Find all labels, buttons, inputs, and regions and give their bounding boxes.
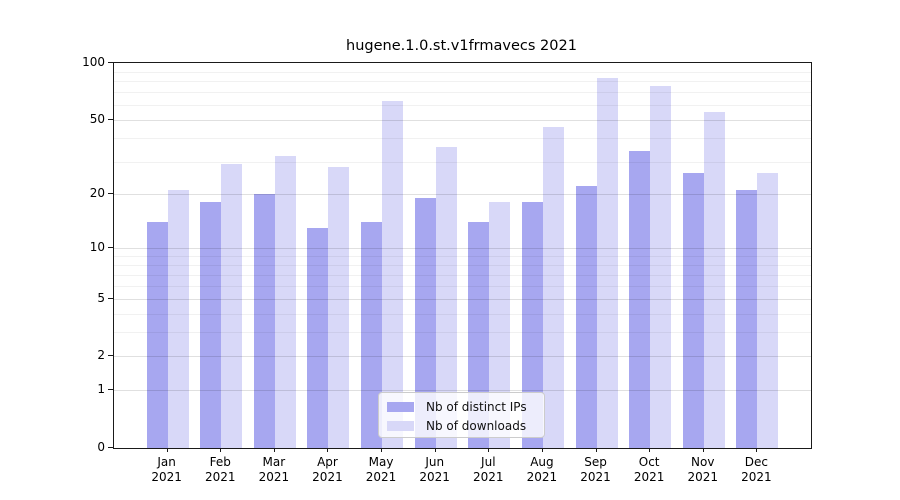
x-tick-label-jun: Jun 2021 bbox=[419, 455, 450, 484]
gridline-5 bbox=[114, 298, 811, 300]
x-tick-label-apr: Apr 2021 bbox=[312, 455, 343, 484]
bar-nb-of-downloads-may bbox=[382, 101, 404, 448]
gridline-70 bbox=[114, 92, 811, 94]
x-tick-mark-apr bbox=[327, 448, 329, 452]
bar-nb-of-distinct-ips-jul bbox=[468, 222, 490, 448]
y-tick-mark-10 bbox=[108, 246, 113, 248]
bar-nb-of-distinct-ips-apr bbox=[307, 227, 329, 448]
gridline-1 bbox=[114, 390, 811, 392]
gridline-40 bbox=[114, 138, 811, 140]
x-tick-mark-oct bbox=[649, 448, 651, 452]
bar-nb-of-downloads-dec bbox=[757, 173, 779, 448]
y-tick-label-0: 0 bbox=[97, 440, 105, 454]
y-tick-mark-1 bbox=[108, 389, 113, 391]
x-tick-label-feb: Feb 2021 bbox=[204, 455, 236, 484]
legend-label-downloads: Nb of downloads bbox=[426, 418, 527, 433]
legend: Nb of distinct IPs Nb of downloads bbox=[378, 392, 545, 438]
x-tick-label-aug: Aug 2021 bbox=[526, 455, 558, 484]
gridline-9 bbox=[114, 255, 811, 257]
y-tick-mark-100 bbox=[108, 62, 113, 63]
y-tick-mark-20 bbox=[108, 193, 113, 195]
legend-swatch-distinct-ips bbox=[387, 401, 414, 412]
x-tick-mark-jun bbox=[434, 448, 436, 452]
y-tick-mark-5 bbox=[108, 297, 113, 299]
bar-nb-of-distinct-ips-oct bbox=[629, 151, 651, 448]
legend-row-distinct-ips: Nb of distinct IPs bbox=[387, 397, 544, 416]
y-tick-label-50: 50 bbox=[89, 112, 105, 126]
x-tick-label-jul: Jul 2021 bbox=[473, 455, 504, 484]
legend-label-distinct-ips: Nb of distinct IPs bbox=[426, 399, 527, 414]
legend-swatch-downloads bbox=[387, 420, 414, 431]
x-tick-mark-nov bbox=[702, 448, 704, 452]
gridline-30 bbox=[114, 161, 811, 163]
gridline-60 bbox=[114, 105, 811, 107]
x-tick-label-oct: Oct 2021 bbox=[633, 455, 665, 484]
x-tick-label-may: May 2021 bbox=[365, 455, 397, 484]
gridline-8 bbox=[114, 264, 811, 266]
bar-nb-of-downloads-mar bbox=[274, 156, 296, 448]
gridline-80 bbox=[114, 81, 811, 83]
bar-nb-of-downloads-apr bbox=[328, 167, 350, 448]
y-tick-label-2: 2 bbox=[97, 348, 105, 363]
x-tick-mark-mar bbox=[273, 448, 275, 452]
bar-nb-of-distinct-ips-aug bbox=[521, 202, 543, 448]
plot-area: Nb of distinct IPs Nb of downloads bbox=[113, 62, 812, 449]
gridline-10 bbox=[114, 247, 811, 249]
gridline-6 bbox=[114, 285, 811, 287]
y-tick-label-20: 20 bbox=[89, 186, 105, 201]
bar-nb-of-distinct-ips-feb bbox=[200, 202, 222, 448]
bar-nb-of-downloads-oct bbox=[650, 85, 672, 448]
bar-nb-of-downloads-feb bbox=[221, 164, 243, 448]
bar-nb-of-downloads-nov bbox=[703, 112, 725, 448]
y-tick-mark-2 bbox=[108, 355, 113, 357]
bar-nb-of-downloads-jun bbox=[435, 146, 457, 448]
bar-nb-of-distinct-ips-may bbox=[361, 222, 383, 448]
x-tick-label-jan: Jan 2021 bbox=[151, 455, 182, 484]
x-tick-mark-may bbox=[381, 448, 383, 452]
bar-nb-of-distinct-ips-nov bbox=[682, 173, 704, 448]
y-tick-label-100: 100 bbox=[82, 55, 105, 69]
y-tick-mark-50 bbox=[108, 119, 113, 120]
x-tick-label-nov: Nov 2021 bbox=[687, 455, 719, 484]
x-tick-mark-jul bbox=[488, 448, 490, 452]
bar-nb-of-distinct-ips-jan bbox=[146, 222, 168, 448]
gridline-20 bbox=[114, 194, 811, 196]
gridline-7 bbox=[114, 274, 811, 276]
bar-nb-of-distinct-ips-jun bbox=[414, 198, 436, 448]
x-tick-label-dec: Dec 2021 bbox=[741, 455, 772, 484]
y-tick-label-5: 5 bbox=[97, 290, 105, 305]
y-tick-mark-0 bbox=[108, 447, 113, 448]
gridline-50 bbox=[114, 120, 811, 121]
bar-nb-of-downloads-jan bbox=[167, 190, 189, 448]
x-tick-mark-jan bbox=[166, 448, 168, 452]
gridline-4 bbox=[114, 313, 811, 315]
chart-title: hugene.1.0.st.v1frmavecs 2021 bbox=[346, 38, 577, 54]
y-tick-label-10: 10 bbox=[89, 239, 105, 254]
x-tick-mark-feb bbox=[220, 448, 222, 452]
bar-nb-of-downloads-aug bbox=[542, 126, 564, 448]
y-tick-label-1: 1 bbox=[97, 382, 105, 397]
gridline-2 bbox=[114, 356, 811, 358]
bar-nb-of-distinct-ips-sep bbox=[575, 186, 597, 448]
x-tick-mark-aug bbox=[541, 448, 543, 452]
bar-nb-of-downloads-jul bbox=[489, 202, 511, 448]
legend-row-downloads: Nb of downloads bbox=[387, 416, 544, 435]
x-tick-mark-sep bbox=[595, 448, 597, 452]
gridline-90 bbox=[114, 71, 811, 73]
x-tick-label-mar: Mar 2021 bbox=[258, 455, 290, 484]
gridline-3 bbox=[114, 332, 811, 334]
bar-nb-of-distinct-ips-dec bbox=[736, 190, 758, 448]
bar-nb-of-downloads-sep bbox=[596, 78, 618, 448]
bar-nb-of-distinct-ips-mar bbox=[253, 194, 275, 448]
x-tick-label-sep: Sep 2021 bbox=[580, 455, 611, 484]
x-tick-mark-dec bbox=[756, 448, 758, 452]
